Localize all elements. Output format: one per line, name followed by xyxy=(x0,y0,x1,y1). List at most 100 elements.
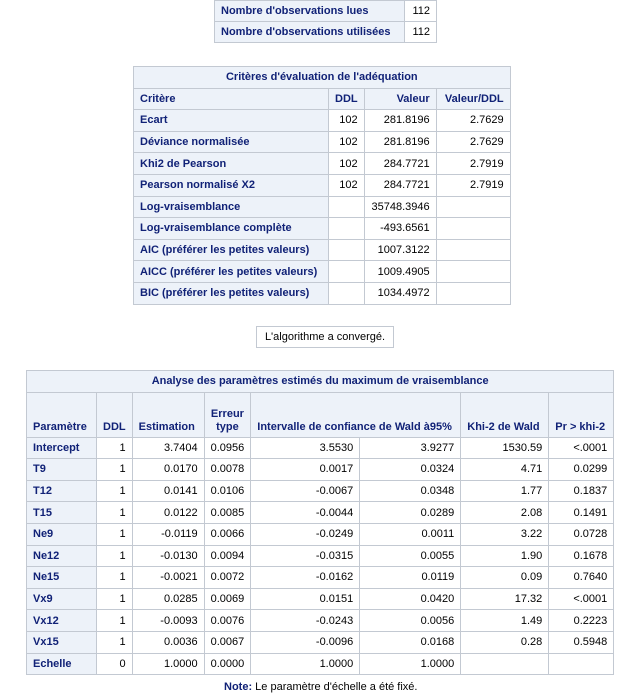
row-header: Vx12 xyxy=(26,609,97,632)
table-cell: 102 xyxy=(328,173,365,197)
table-cell: 0.1678 xyxy=(548,544,615,568)
table-cell xyxy=(435,281,511,305)
table-cell xyxy=(548,652,615,676)
obs-value: 112 xyxy=(404,0,437,22)
table-cell: 1007.3122 xyxy=(363,238,437,262)
table-cell: 0.0085 xyxy=(203,501,252,524)
table-row: Nombre d'observations utilisées 112 xyxy=(214,21,437,43)
table-cell: 35748.3946 xyxy=(363,195,437,219)
table-cell: 1 xyxy=(96,566,133,589)
table-cell: 0.0956 xyxy=(203,436,252,460)
table-cell: 1 xyxy=(96,587,133,611)
table-title: Analyse des paramètres estimés du maximu… xyxy=(25,370,615,393)
table-row: Ne12 1 -0.0130 0.0094 -0.0315 0.0055 1.90 0.167… xyxy=(26,544,615,568)
table-cell: 0.0119 xyxy=(359,566,462,589)
table-cell: 2.7629 xyxy=(435,130,511,154)
table-cell: -0.0249 xyxy=(250,522,361,546)
convergence-message: L'algorithme a convergé. xyxy=(256,326,394,348)
note-text: Le paramètre d'échelle a été fixé. xyxy=(255,681,418,693)
table-cell: 1.77 xyxy=(460,479,550,503)
table-cell: 1.49 xyxy=(460,609,550,632)
table-cell: -0.0067 xyxy=(250,479,361,503)
obs-label: Nombre d'observations lues xyxy=(214,0,405,22)
table-cell: -0.0130 xyxy=(131,544,205,568)
table-cell: 0.0055 xyxy=(359,544,462,568)
table-cell: 0.0067 xyxy=(203,630,252,654)
table-cell xyxy=(435,217,511,240)
row-header: Pearson normalisé X2 xyxy=(133,173,329,197)
table-cell: 1.90 xyxy=(460,544,550,568)
table-cell: 0.0122 xyxy=(131,501,205,524)
table-cell: -0.0044 xyxy=(250,501,361,524)
table-cell: 3.7404 xyxy=(131,436,205,460)
table-row: T15 1 0.0122 0.0085 -0.0044 0.0289 2.08 0.1491 xyxy=(26,501,615,524)
table-cell: <.0001 xyxy=(548,587,615,611)
header-row: Critère DDL Valeur Valeur/DDL xyxy=(133,87,511,111)
row-header: BIC (préférer les petites valeurs) xyxy=(133,281,329,305)
table-cell: 3.9277 xyxy=(359,436,462,460)
table-cell: 0.0017 xyxy=(250,458,361,481)
table-cell xyxy=(435,195,511,219)
table-cell: 17.32 xyxy=(460,587,550,611)
table-cell: 1530.59 xyxy=(460,436,550,460)
table-cell: 3.5530 xyxy=(250,436,361,460)
table-cell: 0.7640 xyxy=(548,566,615,589)
row-header: Log-vraisemblance xyxy=(133,195,329,219)
table-row: AIC (préférer les petites valeurs) 1007.3… xyxy=(133,238,511,262)
column-header: Pr > khi-2 xyxy=(548,391,615,438)
table-cell: 0.0069 xyxy=(203,587,252,611)
table-row: BIC (préférer les petites valeurs) 1034.4… xyxy=(133,281,511,305)
column-header: Paramètre xyxy=(26,391,97,438)
column-header: Valeur xyxy=(363,87,437,111)
table-cell xyxy=(328,217,365,240)
table-cell: 1 xyxy=(96,544,133,568)
row-header: Déviance normalisée xyxy=(133,130,329,154)
table-cell: 2.08 xyxy=(460,501,550,524)
table-row: Nombre d'observations lues 112 xyxy=(214,0,437,22)
table-row: AICC (préférer les petites valeurs) 1009.… xyxy=(133,260,511,283)
header-row: Paramètre DDL Estimation Erreur type Inte… xyxy=(26,391,615,438)
row-header: Vx15 xyxy=(26,630,97,654)
table-cell: 3.22 xyxy=(460,522,550,546)
table-cell: 0.0000 xyxy=(203,652,252,676)
table-cell: 1 xyxy=(96,458,133,481)
table-cell: -0.0243 xyxy=(250,609,361,632)
table-cell: 102 xyxy=(328,130,365,154)
table-cell: 0.28 xyxy=(460,630,550,654)
table-cell: 0 xyxy=(96,652,133,676)
table-cell: 2.7919 xyxy=(435,152,511,175)
table-cell: 0.0170 xyxy=(131,458,205,481)
table-row: Log-vraisemblance complète -493.6561 xyxy=(133,217,511,240)
table-row: Vx15 1 0.0036 0.0067 -0.0096 0.0168 0.28 0.5948 xyxy=(26,630,615,654)
table-cell: 0.0348 xyxy=(359,479,462,503)
table-cell: 0.0299 xyxy=(548,458,615,481)
obs-value: 112 xyxy=(404,21,437,43)
column-header: Khi-2 de Wald xyxy=(460,391,550,438)
table-cell: 0.0036 xyxy=(131,630,205,654)
table-cell: 1.0000 xyxy=(359,652,462,676)
table-cell xyxy=(435,260,511,283)
table-cell: 0.1491 xyxy=(548,501,615,524)
column-header: Erreur type xyxy=(203,391,252,438)
table-cell: -0.0093 xyxy=(131,609,205,632)
table-cell: 0.0728 xyxy=(548,522,615,546)
table-title: Critères d'évaluation de l'adéquation xyxy=(133,66,511,89)
table-row: Echelle 0 1.0000 0.0000 1.0000 1.0000 xyxy=(26,652,615,676)
row-header: Ecart xyxy=(133,109,329,132)
table-row: Déviance normalisée 102 281.8196 2.7629 xyxy=(133,130,511,154)
table-cell: 1 xyxy=(96,436,133,460)
table-cell: 4.71 xyxy=(460,458,550,481)
table-row: Khi2 de Pearson 102 284.7721 2.7919 xyxy=(133,152,511,175)
row-header: Ne9 xyxy=(26,522,97,546)
table-cell: 281.8196 xyxy=(363,109,437,132)
row-header: Echelle xyxy=(26,652,97,676)
table-row: Intercept 1 3.7404 0.0956 3.5530 3.9277 1530.5… xyxy=(26,436,615,460)
table-cell: -0.0315 xyxy=(250,544,361,568)
row-header: T12 xyxy=(26,479,97,503)
row-header: AIC (préférer les petites valeurs) xyxy=(133,238,329,262)
column-header: DDL xyxy=(328,87,365,111)
table-cell xyxy=(460,652,550,676)
table-row: Vx9 1 0.0285 0.0069 0.0151 0.0420 17.32 <.0001 xyxy=(26,587,615,611)
table-cell: 0.0072 xyxy=(203,566,252,589)
table-cell xyxy=(328,260,365,283)
